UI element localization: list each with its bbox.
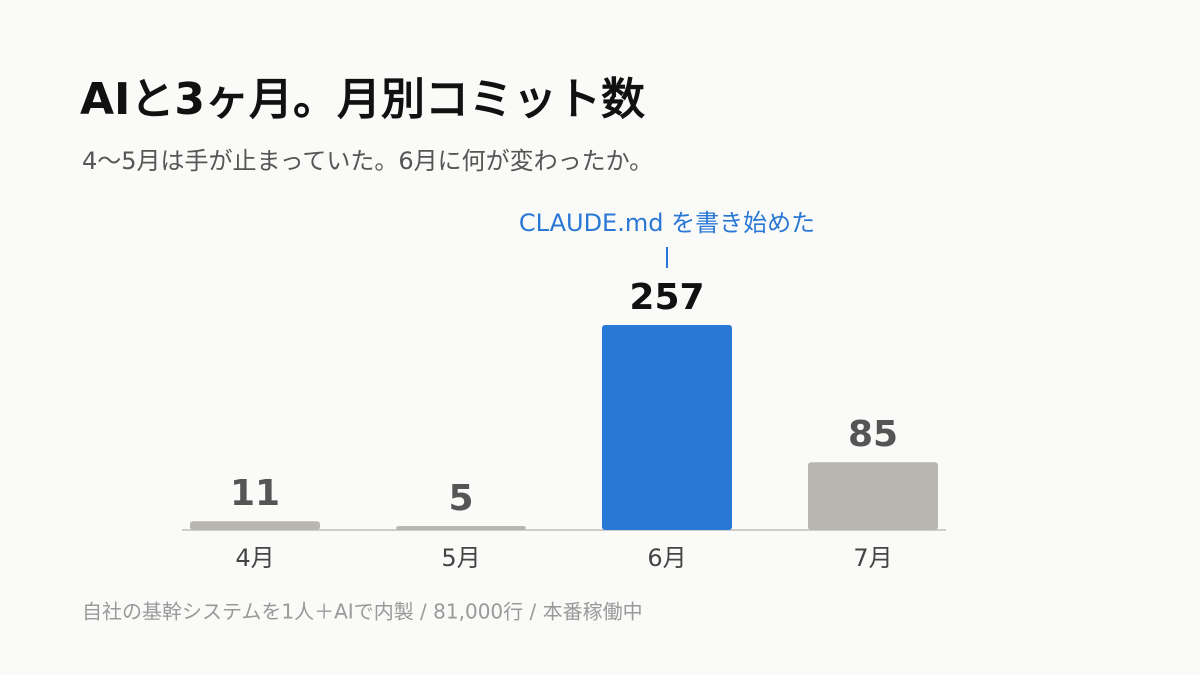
footnote: 自社の基幹システムを1人＋AIで内製 / 81,000行 / 本番稼働中 <box>82 600 643 624</box>
bar <box>190 521 320 530</box>
chart-title: AIと3ヶ月。月別コミット数 <box>80 74 645 125</box>
value-label: 257 <box>629 277 704 318</box>
value-label: 11 <box>230 473 280 514</box>
x-tick-label: 5月 <box>441 544 480 572</box>
chart-subtitle: 4〜5月は手が止まっていた。6月に何が変わったか。 <box>82 147 653 175</box>
bar <box>602 325 732 530</box>
value-label: 85 <box>848 414 898 455</box>
x-tick-label: 4月 <box>235 544 274 572</box>
x-tick-label: 7月 <box>853 544 892 572</box>
x-tick-label: 6月 <box>647 544 686 572</box>
bar <box>808 462 938 530</box>
annotation: CLAUDE.md を書き始めた <box>519 209 815 237</box>
value-label: 5 <box>448 478 473 519</box>
bar <box>396 526 526 530</box>
